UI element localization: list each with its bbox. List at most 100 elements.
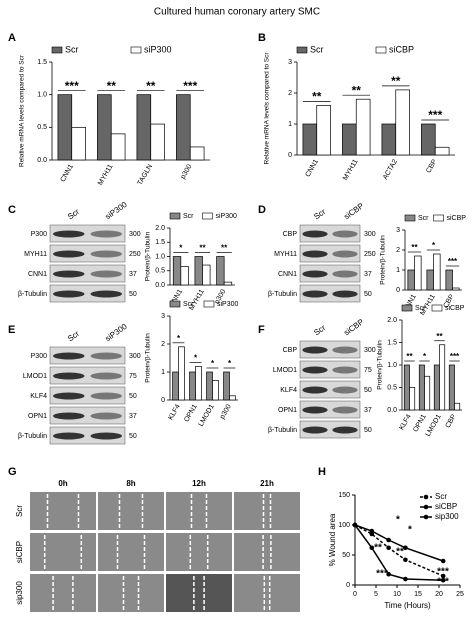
blot-strip (49, 426, 126, 445)
blot-band (332, 290, 358, 298)
point (403, 576, 408, 582)
kda-label: 50 (364, 427, 372, 434)
kda-label: 50 (129, 291, 137, 298)
x-tick-label: ACTA2 (382, 158, 399, 181)
blot-band (302, 426, 328, 434)
bar (395, 89, 410, 156)
blot-band (53, 290, 85, 298)
annotation: ** (391, 74, 401, 88)
kda-label: 75 (129, 373, 137, 380)
wound-image (166, 533, 232, 571)
panel-letter: B (258, 32, 266, 44)
point (440, 577, 446, 583)
blot-label: MYH11 (24, 251, 47, 258)
blot-band (332, 270, 358, 278)
time-header: 8h (126, 479, 135, 488)
bar (433, 364, 440, 411)
bar (57, 94, 73, 161)
legend-swatch (375, 46, 387, 54)
bar (316, 105, 331, 156)
lane-label: Scr (312, 207, 327, 221)
wound-image (166, 492, 232, 530)
y-tick-label: 0 (288, 152, 292, 159)
wound-image (234, 492, 300, 530)
lane-label: Scr (312, 323, 327, 337)
wound-image (30, 574, 96, 612)
blot-band (302, 366, 328, 374)
blot-label: CNN1 (278, 271, 297, 278)
blot-label: β-Tubulin (18, 291, 47, 298)
bar (150, 123, 165, 161)
kda-label: 300 (129, 231, 141, 238)
annotation: *** (448, 257, 458, 266)
wound-image (30, 492, 96, 530)
x-tick-label: CBP (445, 413, 458, 429)
annotation: *** (450, 352, 460, 361)
annotation: ** (146, 79, 156, 93)
lane-label: Scr (66, 207, 81, 221)
bar (302, 123, 318, 156)
legend-label: Scr (183, 213, 194, 220)
blot-label: β-Tubulin (268, 291, 297, 298)
bar (433, 253, 441, 291)
blot-band (90, 392, 122, 400)
blot-band (53, 372, 85, 380)
legend-swatch (169, 212, 181, 220)
blot-band (53, 270, 85, 278)
annotation: *** (183, 79, 197, 93)
legend-swatch (296, 46, 308, 54)
blot-strip (299, 224, 361, 243)
x-axis-label: Time (Hours) (384, 601, 431, 610)
y-tick-label: 2 (161, 341, 165, 348)
blot-strip (299, 360, 361, 379)
blot-band (332, 406, 358, 414)
blot-strip (49, 284, 126, 303)
blot-strip (49, 386, 126, 405)
bar (223, 281, 233, 286)
blot-label: LMOD1 (273, 367, 297, 374)
y-tick-label: 1.5 (387, 339, 397, 346)
time-header: 21h (260, 479, 274, 488)
x-tick-label: TAGLN (137, 163, 154, 186)
blot-label: LMOD1 (23, 373, 47, 380)
blot-label: β-Tubulin (268, 427, 297, 434)
annotation: * (179, 244, 183, 253)
bar (176, 94, 191, 161)
y-tick-label: 0.0 (37, 157, 47, 164)
lane-label: siP300 (103, 200, 129, 222)
blot-label: CBP (283, 231, 298, 238)
lane-label: Scr (66, 329, 81, 343)
annotation: * (408, 525, 412, 536)
point (386, 571, 391, 577)
y-tick-label: 0 (346, 582, 350, 589)
blot-band (302, 270, 328, 278)
x-tick-label: KLF4 (167, 403, 181, 421)
blot-band (53, 412, 85, 420)
lane-label: siCBP (342, 317, 365, 337)
kda-label: 50 (129, 393, 137, 400)
annotation: * (211, 359, 215, 368)
point (369, 528, 375, 534)
bar (448, 364, 455, 411)
blot-band (90, 412, 122, 420)
y-axis-label: Relative mRNA levels compared to Scr (264, 52, 271, 165)
legend-label: Scr (65, 44, 79, 54)
blot-label: CNN1 (28, 271, 47, 278)
blot-label: P300 (31, 231, 47, 238)
annotation: *** (376, 569, 388, 580)
lane-label: siCBP (342, 201, 365, 221)
point (440, 573, 446, 579)
y-tick-label: 3 (161, 313, 165, 320)
blot-band (90, 352, 122, 360)
bar (426, 269, 434, 291)
blot-band (332, 426, 358, 434)
blot-strip (299, 244, 361, 263)
bar (439, 344, 446, 411)
blot-label: OPN1 (278, 407, 297, 414)
annotation: ** (221, 244, 228, 253)
blot-band (302, 230, 328, 238)
blot-band (302, 386, 328, 394)
x-tick-label: p300 (180, 163, 194, 180)
y-tick-label: 50 (342, 552, 350, 559)
y-tick-label: 150 (338, 492, 350, 499)
